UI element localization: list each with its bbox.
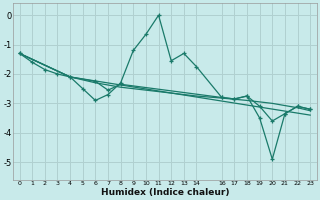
X-axis label: Humidex (Indice chaleur): Humidex (Indice chaleur): [100, 188, 229, 197]
